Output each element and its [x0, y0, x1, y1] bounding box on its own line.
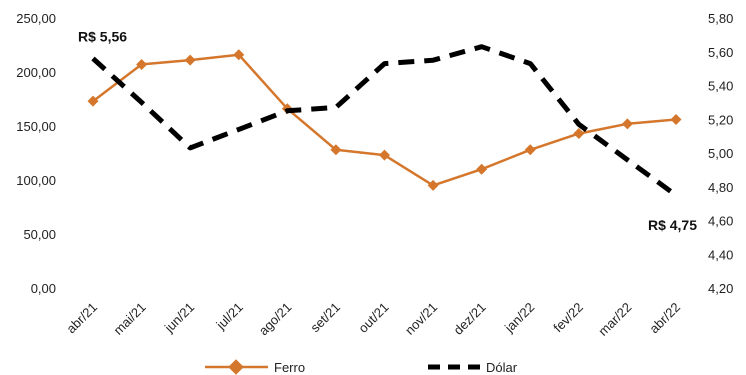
right-tick-label: 4,40: [708, 247, 733, 262]
ferro-point: [184, 54, 196, 66]
x-axis: abr/21 mai/21 jun/21 jul/21 ago/21 set/21 out/…: [63, 300, 683, 339]
ferro-point: [379, 149, 390, 161]
ferro-point: [621, 118, 633, 130]
x-tick-label: fev/22: [550, 300, 586, 336]
dolar-value-label: R$ 5,56: [78, 29, 127, 45]
series-layer: [87, 44, 682, 198]
series-line-dolar: [91, 44, 678, 198]
ferro-point: [330, 144, 342, 156]
left-axis: 0,00 50,00 100,00 150,00 200,00 250,00: [16, 11, 56, 296]
ferro-point: [427, 179, 439, 191]
right-tick-label: 5,20: [708, 112, 733, 127]
left-tick-label: 100,00: [16, 173, 56, 188]
ferro-point: [87, 95, 99, 107]
x-tick-label: jan/22: [501, 300, 537, 336]
x-tick-label: ago/21: [256, 300, 295, 339]
series-line-ferro: [92, 53, 677, 187]
right-tick-label: 4,60: [708, 214, 733, 229]
ferro-point: [524, 144, 536, 156]
ferro-point: [476, 163, 488, 175]
left-tick-label: 200,00: [16, 65, 56, 80]
x-tick-label: mar/22: [595, 300, 634, 339]
right-tick-label: 5,60: [708, 45, 733, 60]
x-tick-label: abr/21: [63, 300, 100, 337]
left-tick-label: 250,00: [16, 11, 56, 26]
ferro-point: [233, 49, 245, 61]
right-tick-label: 5,40: [708, 79, 733, 94]
ferro-point: [670, 114, 682, 126]
right-tick-label: 5,80: [708, 11, 733, 26]
legend-dolar-label: Dólar: [486, 360, 518, 375]
right-tick-label: 5,00: [708, 146, 733, 161]
x-tick-label: nov/21: [402, 300, 440, 338]
annotations: R$ 5,56 R$ 4,75: [78, 29, 697, 234]
right-axis: 4,20 4,40 4,60 4,80 5,00 5,20 5,40 5,60 5,80: [708, 11, 733, 296]
right-tick-label: 4,80: [708, 180, 733, 195]
ferro-point: [136, 58, 148, 70]
right-tick-label: 4,20: [708, 281, 733, 296]
x-tick-label: jul/21: [213, 300, 246, 333]
x-tick-label: dez/21: [451, 300, 489, 338]
legend-ferro-marker: [228, 359, 244, 375]
x-tick-label: mai/21: [110, 300, 148, 338]
legend-ferro-label: Ferro: [274, 360, 305, 375]
legend: Ferro Dólar: [205, 359, 518, 375]
x-tick-label: out/21: [355, 300, 391, 336]
dolar-value-label: R$ 4,75: [648, 217, 697, 233]
left-tick-label: 50,00: [23, 227, 56, 242]
x-tick-label: jun/21: [161, 300, 197, 336]
x-tick-label: set/21: [307, 300, 343, 336]
left-tick-label: 0,00: [31, 281, 56, 296]
ferro-point: [573, 128, 585, 140]
left-tick-label: 150,00: [16, 119, 56, 134]
x-tick-label: abr/22: [646, 300, 683, 337]
